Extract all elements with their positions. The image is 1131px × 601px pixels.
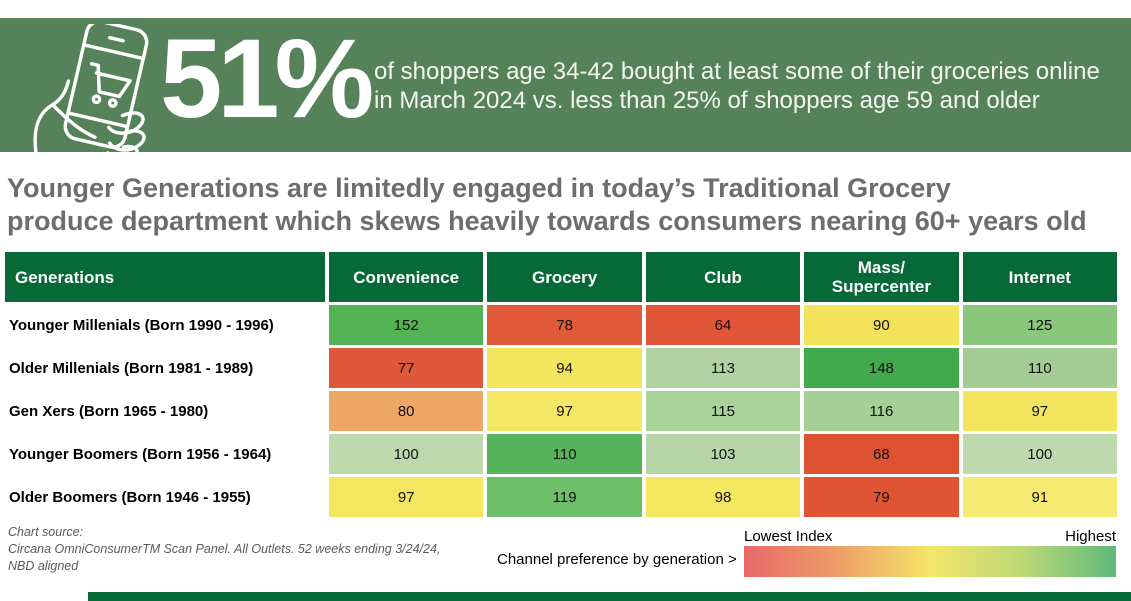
legend-gradient-bar — [744, 546, 1116, 577]
chart-source-line2: Circana OmniConsumerTM Scan Panel. All O… — [8, 542, 441, 556]
column-header-grocery: Grocery — [487, 252, 642, 302]
hand-holding-phone-shopping-cart-icon — [28, 19, 156, 162]
column-header-mass-supercenter: Mass/ Supercenter — [804, 252, 959, 302]
legend-caption: Channel preference by generation > — [497, 551, 737, 568]
column-header-club: Club — [645, 252, 801, 302]
heatmap-cell: 116 — [804, 391, 959, 431]
stat-description: of shoppers age 34-42 bought at least so… — [374, 57, 1100, 115]
page-title-line2: produce department which skews heavily t… — [7, 206, 1087, 236]
chart-source: Chart source: Circana OmniConsumerTM Sca… — [8, 524, 440, 575]
heatmap-cell: 90 — [804, 305, 959, 345]
heatmap-cell: 110 — [962, 348, 1117, 388]
heatmap-cell: 98 — [645, 477, 801, 517]
heatmap-cell: 103 — [645, 434, 801, 474]
heatmap-cell: 148 — [804, 348, 959, 388]
heatmap-cell: 113 — [645, 348, 801, 388]
stat-percentage: 51% — [160, 16, 374, 141]
row-label-older-boomers: Older Boomers (Born 1946 - 1955) — [9, 488, 251, 506]
page-title-line1: Younger Generations are limitedly engage… — [7, 173, 951, 203]
heatmap-cell: 100 — [962, 434, 1117, 474]
heatmap-cell: 110 — [487, 434, 642, 474]
column-header-generations: Generations — [5, 252, 325, 302]
heatmap-cell: 115 — [645, 391, 801, 431]
chart-source-line1: Chart source: — [8, 525, 84, 539]
heatmap-cell: 97 — [487, 391, 642, 431]
page-title: Younger Generations are limitedly engage… — [7, 172, 1087, 238]
bottom-accent-bar — [88, 592, 1131, 601]
heatmap-cell: 152 — [329, 305, 484, 345]
heatmap-cell: 125 — [962, 305, 1117, 345]
stat-description-line1: of shoppers age 34-42 bought at least so… — [374, 58, 1100, 85]
heatmap-cell: 119 — [487, 477, 642, 517]
heatmap-cell: 78 — [487, 305, 642, 345]
heatmap-cell: 64 — [645, 305, 801, 345]
row-label-younger-boomers: Younger Boomers (Born 1956 - 1964) — [9, 445, 272, 463]
column-header-internet: Internet — [962, 252, 1117, 302]
heatmap-cell: 77 — [329, 348, 484, 388]
column-header-convenience: Convenience — [329, 252, 484, 302]
heatmap-cell: 97 — [962, 391, 1117, 431]
heatmap-cell: 80 — [329, 391, 484, 431]
row-label-younger-millenials: Younger Millenials (Born 1990 - 1996) — [9, 316, 274, 334]
row-label-gen-xers: Gen Xers (Born 1965 - 1980) — [9, 402, 209, 420]
heatmap-cell: 91 — [962, 477, 1117, 517]
heatmap-cell: 100 — [329, 434, 484, 474]
stat-description-line2: in March 2024 vs. less than 25% of shopp… — [374, 87, 1040, 114]
row-label-older-millenials: Older Millenials (Born 1981 - 1989) — [9, 359, 254, 377]
heatmap-table: Generations Convenience Grocery Club Mas… — [5, 252, 1117, 517]
heatmap-cell: 97 — [329, 477, 484, 517]
heatmap-cell: 94 — [487, 348, 642, 388]
chart-source-line3: NBD aligned — [8, 559, 79, 573]
legend-lowest-label: Lowest Index — [744, 528, 833, 545]
heatmap-cell: 68 — [804, 434, 959, 474]
heatmap-cell: 79 — [804, 477, 959, 517]
stat-banner: 51% of shoppers age 34-42 bought at leas… — [0, 16, 1131, 162]
